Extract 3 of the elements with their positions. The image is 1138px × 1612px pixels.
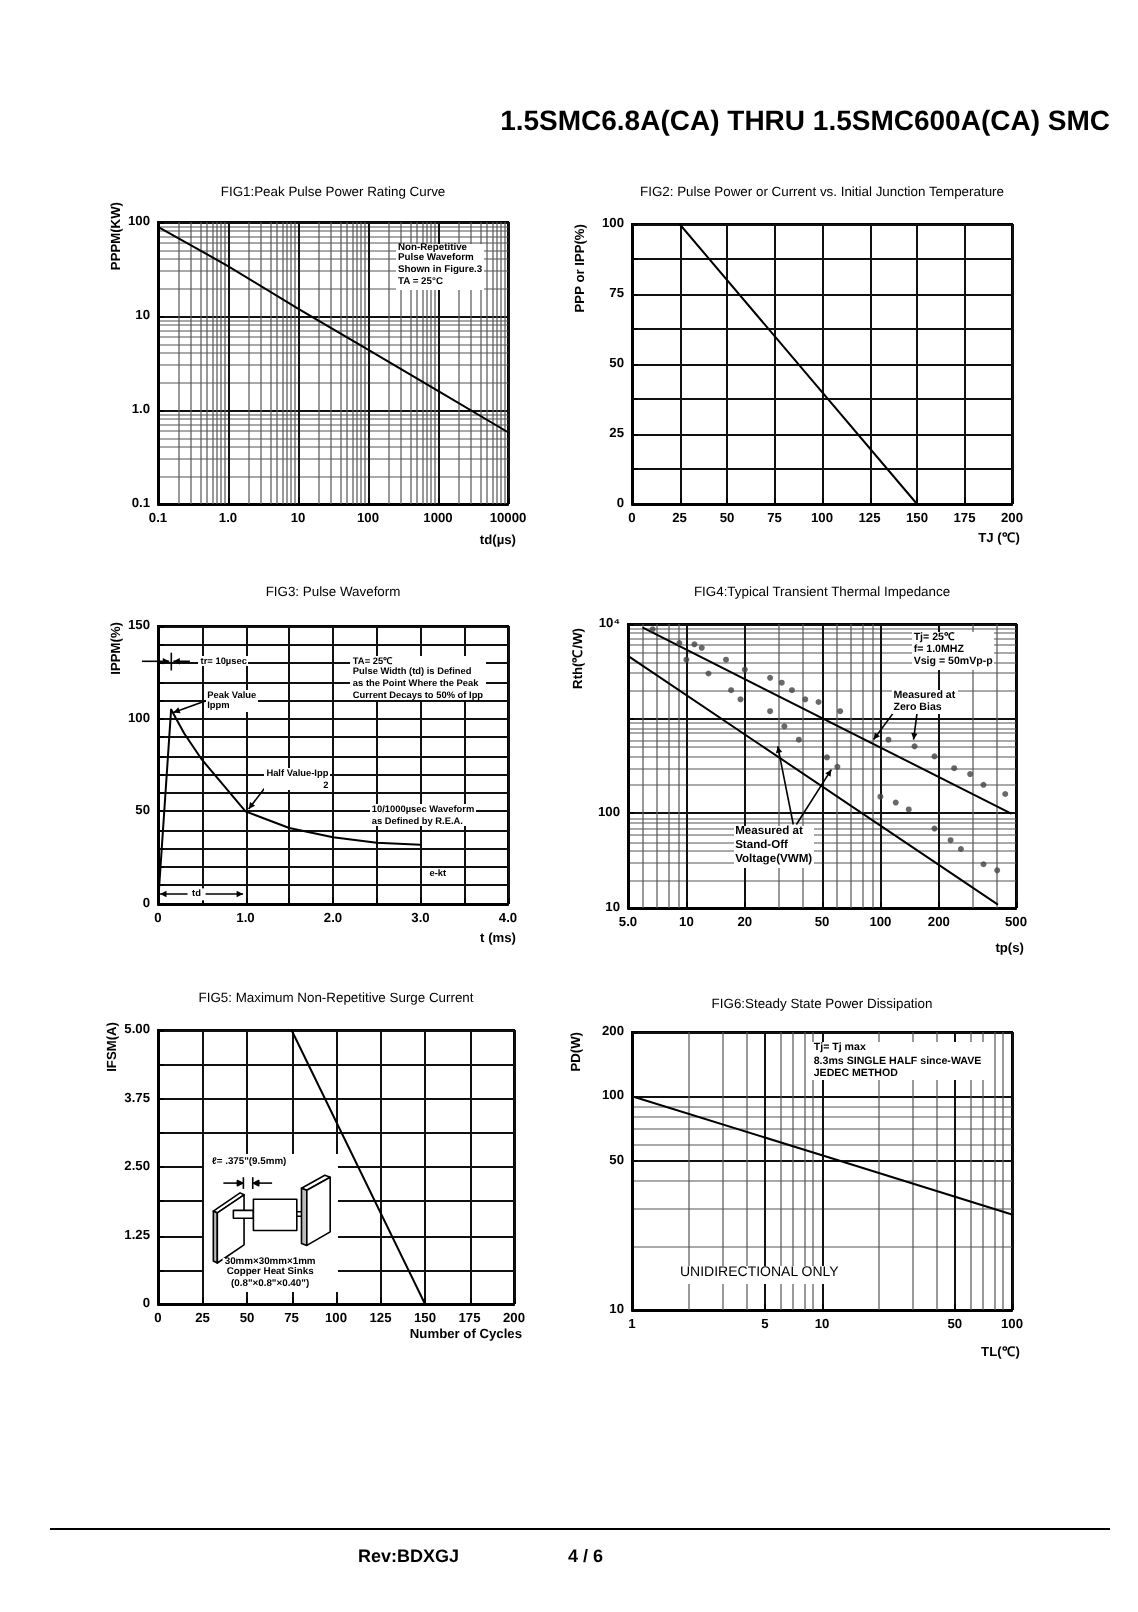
- text: 4 / 6: [566, 1546, 606, 1568]
- text: 1.5SMC6.8A(CA) THRU 1.5SMC600A(CA) SMC: [500, 104, 1110, 136]
- text: Rev:BDXGJ: [356, 1546, 462, 1568]
